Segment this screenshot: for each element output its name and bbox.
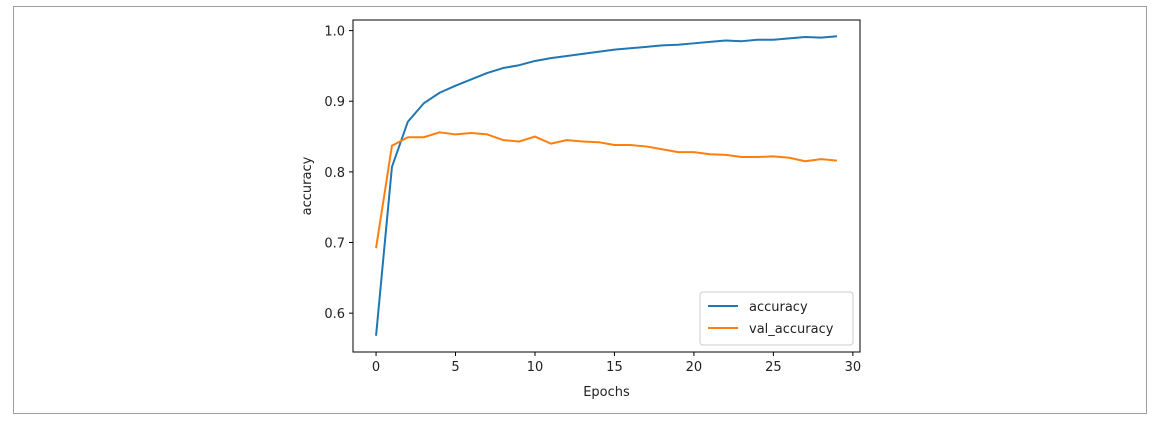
x-tick-label: 30 xyxy=(845,360,862,375)
y-axis-label: accuracy xyxy=(300,156,315,215)
x-tick-label: 15 xyxy=(606,360,623,375)
x-axis: 0 5 10 15 20 25 30 xyxy=(372,352,861,375)
x-axis-label: Epochs xyxy=(583,385,630,400)
y-tick-label: 0.6 xyxy=(324,307,345,322)
y-tick-label: 0.9 xyxy=(324,95,345,110)
legend-label-val-accuracy: val_accuracy xyxy=(749,322,834,337)
x-tick-label: 0 xyxy=(372,360,380,375)
y-axis: 0.6 0.7 0.8 0.9 1.0 xyxy=(324,25,353,322)
legend-label-accuracy: accuracy xyxy=(749,300,808,315)
x-tick-label: 10 xyxy=(527,360,544,375)
plot-area-frame xyxy=(352,19,861,353)
x-tick-label: 5 xyxy=(451,360,459,375)
output-frame xyxy=(13,6,1147,414)
x-tick-label: 20 xyxy=(686,360,703,375)
y-tick-label: 0.7 xyxy=(324,237,345,252)
series-line-accuracy xyxy=(375,35,838,336)
x-tick-label: 25 xyxy=(765,360,782,375)
legend: accuracy val_accuracy xyxy=(699,291,854,346)
series-line-val-accuracy xyxy=(375,131,838,249)
legend-box xyxy=(699,291,854,346)
series-lines xyxy=(375,35,838,336)
y-tick-label: 0.8 xyxy=(324,166,345,181)
y-tick-label: 1.0 xyxy=(324,25,345,40)
